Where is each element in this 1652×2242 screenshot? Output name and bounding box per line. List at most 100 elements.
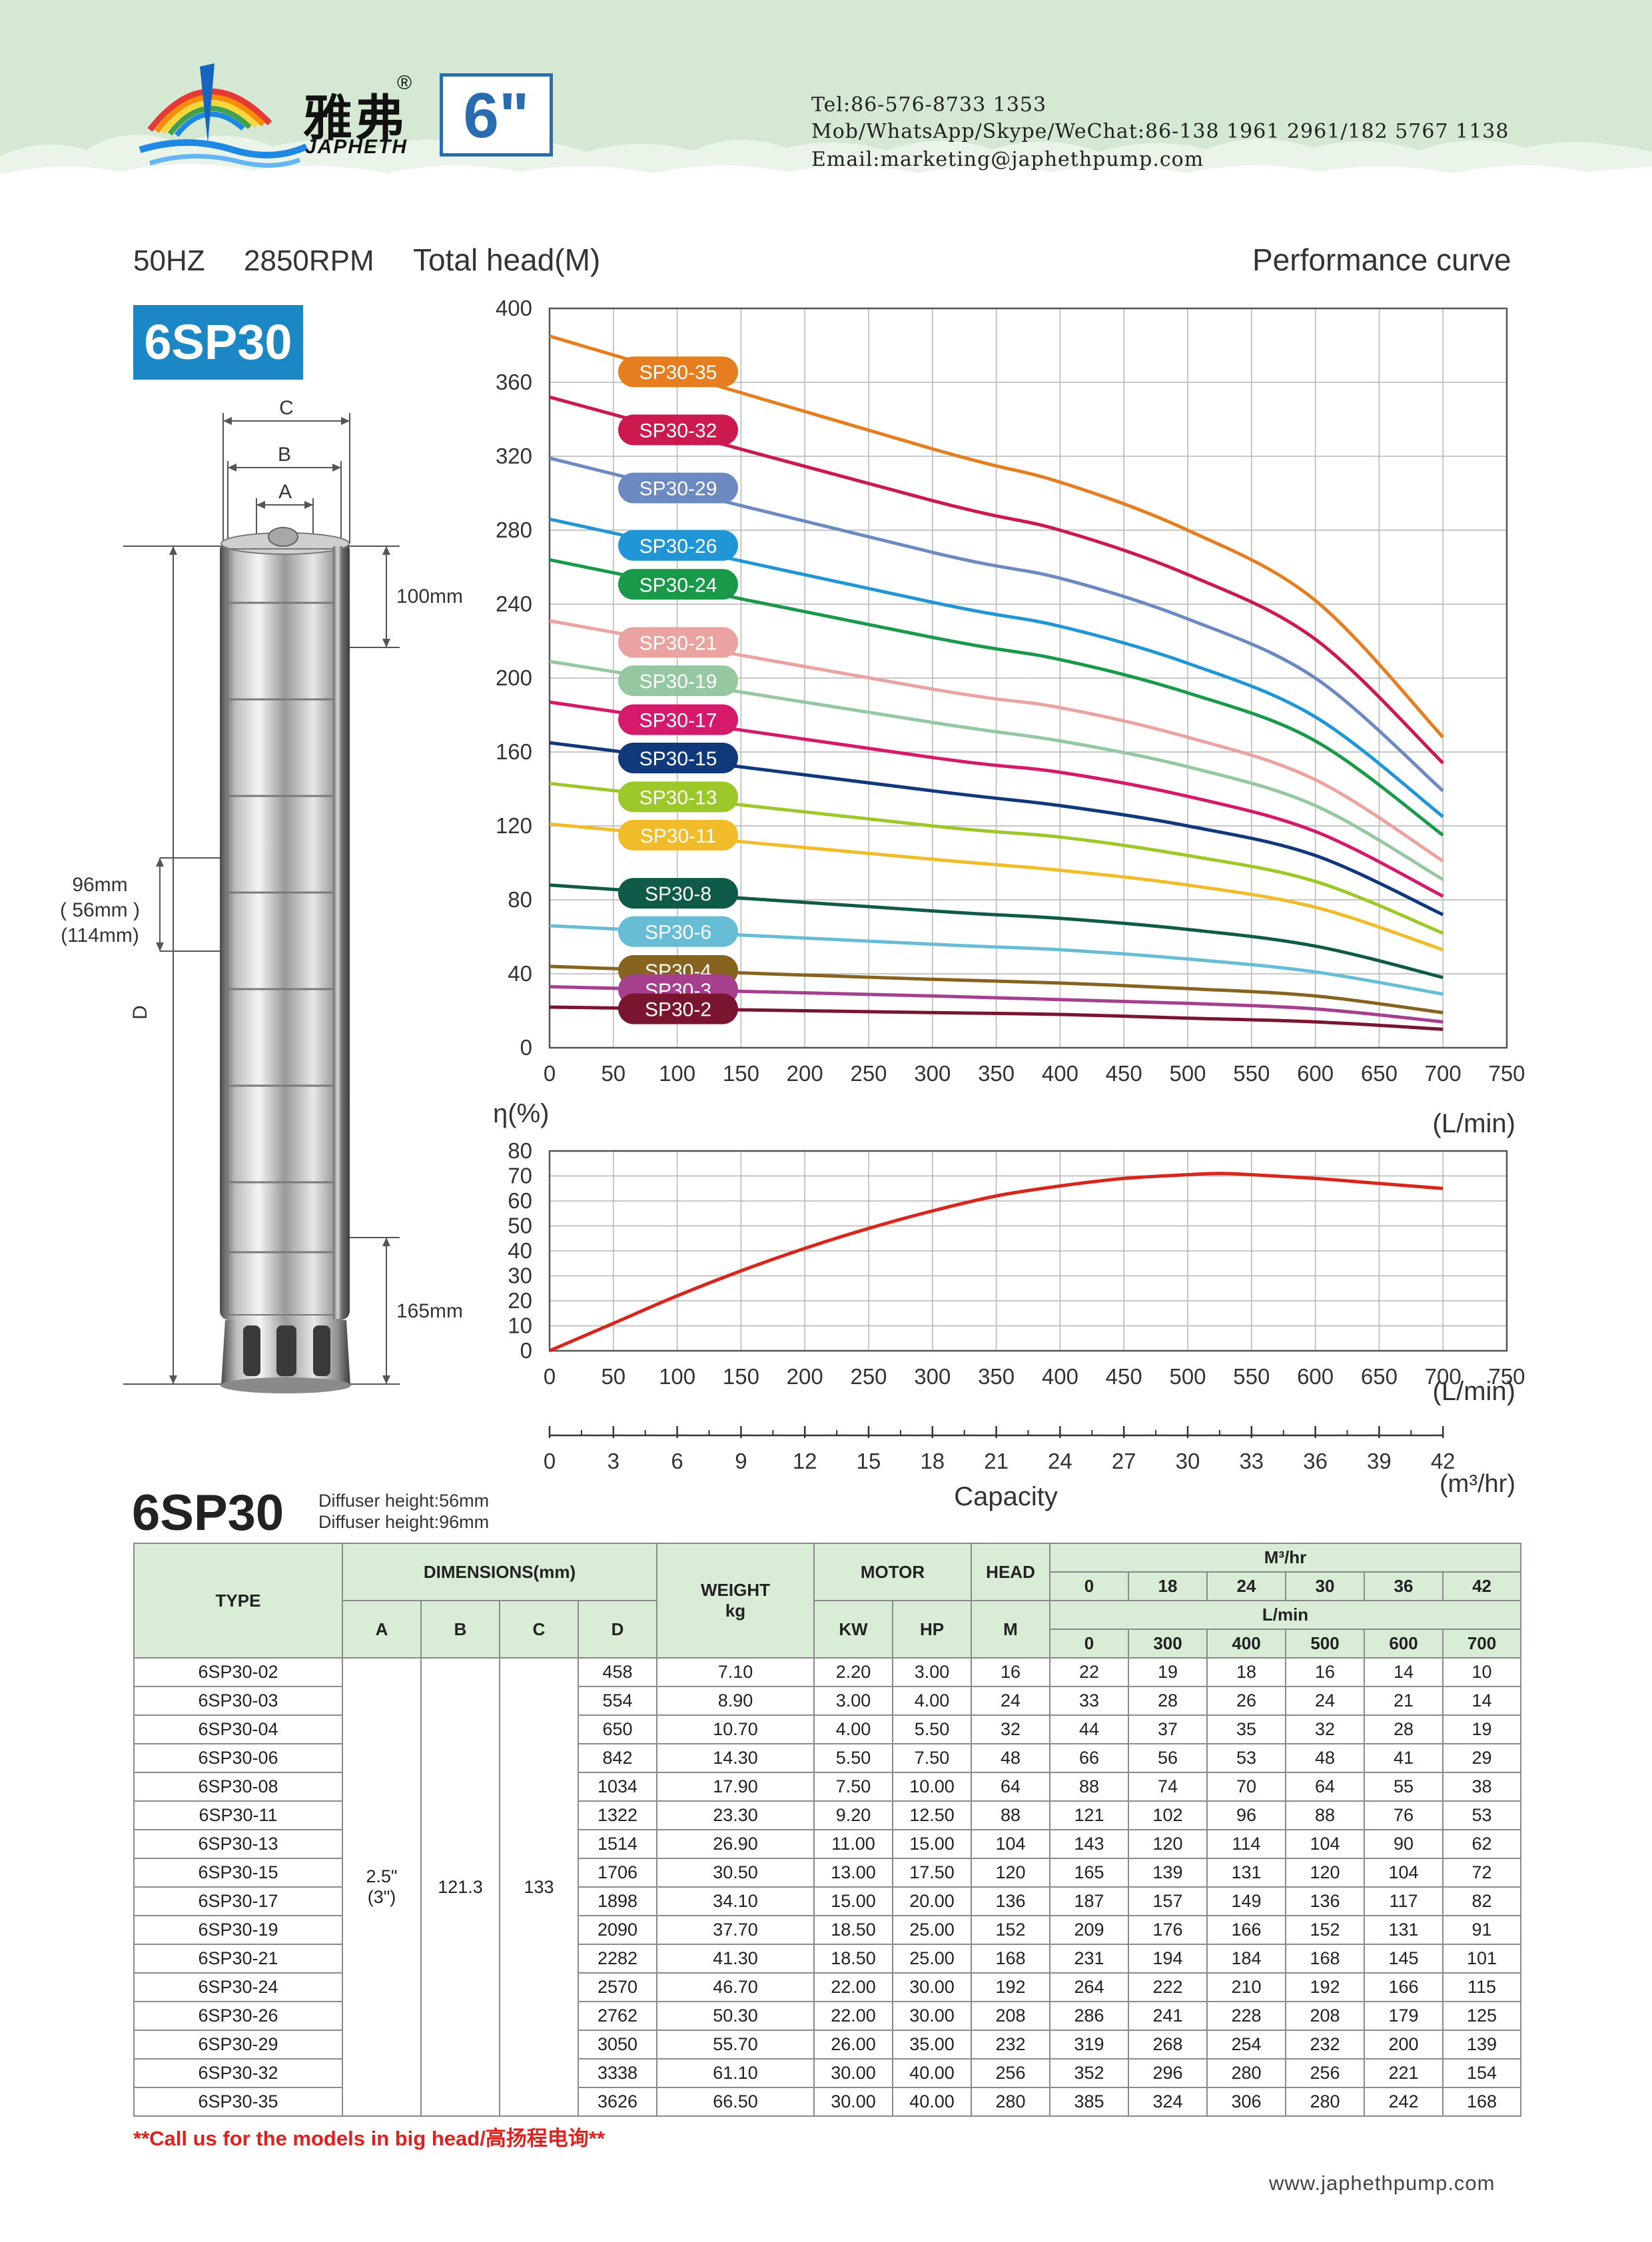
flow-head-cell: 286: [1049, 2001, 1130, 2031]
flow-head-cell: 44: [1049, 1714, 1130, 1744]
table-row: 6SP30-32 3338 61.10 30.00 40.00 256 352 296 280 2…: [133, 2058, 1522, 2088]
flow-head-cell: 104: [1364, 1858, 1444, 1888]
flow-lmin-value: 600: [1364, 1629, 1444, 1659]
series-label-pill: [618, 627, 738, 658]
head-x-tick-label: 500: [1169, 1061, 1206, 1086]
dimension-d-cell: 2762: [578, 2001, 657, 2031]
flow-head-cell: 72: [1442, 1858, 1522, 1888]
flow-head-cell: 228: [1206, 2001, 1287, 2031]
weight-cell: 30.50: [656, 1858, 815, 1888]
capacity-axis: 0 3 6 9 12 15 18 21 24 27 30 33 36 39 42 Capacity (m³/…: [544, 1426, 1515, 1511]
weight-cell: 55.70: [656, 2030, 815, 2059]
flow-head-cell: 157: [1128, 1886, 1208, 1916]
flow-lmin-value: 300: [1128, 1629, 1208, 1659]
model-type-cell: 6SP30-35: [133, 2087, 343, 2117]
motor-kw-cell: 26.00: [813, 2030, 893, 2059]
efficiency-chart-grid: [548, 1150, 1508, 1352]
eff-x-tick-label: 50: [601, 1364, 625, 1389]
flow-head-cell: 32: [1285, 1714, 1366, 1744]
head-y-tick-label: 120: [496, 813, 532, 838]
flow-head-cell: 64: [1285, 1772, 1366, 1802]
eff-x-tick-label: 650: [1361, 1364, 1398, 1389]
capacity-tick-label: 36: [1303, 1449, 1328, 1473]
head-y-tick-label: 80: [508, 887, 532, 912]
dimension-d-cell: 1514: [578, 1829, 657, 1859]
page-header: 雅弗 ® JAPHETH 6" Tel:86-576-8733 1353 Mob…: [0, 0, 1652, 193]
head-x-tick-label: 400: [1042, 1061, 1078, 1086]
flow-head-cell: 62: [1442, 1829, 1522, 1859]
flow-head-cell: 256: [1285, 2058, 1366, 2088]
flow-head-cell: 168: [1442, 2087, 1522, 2117]
series-label-text: SP30-11: [640, 825, 717, 847]
flow-head-cell: 264: [1049, 1972, 1130, 2002]
eff-y-tick-label: 80: [508, 1138, 532, 1163]
flow-head-cell: 115: [1442, 1972, 1522, 2002]
head-chart-curves: [549, 334, 1445, 1031]
flow-head-cell: 48: [1285, 1743, 1366, 1773]
head-x-tick-label: 250: [850, 1061, 887, 1086]
series-label-pill: [618, 665, 738, 697]
motor-hp-cell: 35.00: [891, 2030, 973, 2059]
type-header: TYPE: [133, 1543, 343, 1659]
model-type-cell: 6SP30-08: [133, 1772, 343, 1802]
flow-head-cell: 136: [1285, 1886, 1366, 1916]
motor-hp-cell: 25.00: [891, 1944, 973, 1974]
flow-head-cell: 70: [1206, 1772, 1287, 1802]
flow-head-cell: 280: [1206, 2058, 1287, 2088]
dimension-c-label: C: [279, 397, 294, 419]
diffuser-height-2: Diffuser height:96mm: [318, 1512, 490, 1532]
flow-head-cell: 33: [1049, 1686, 1130, 1716]
motor-kw-cell: 18.50: [813, 1944, 893, 1974]
eff-x-tick-label: 300: [914, 1364, 951, 1389]
contact-email: Email:marketing@japhethpump.com: [811, 148, 1204, 171]
dimension-d-cell: 3050: [578, 2030, 657, 2059]
dimension-d-cell: 2282: [578, 1944, 657, 1974]
weight-cell: 8.90: [656, 1686, 815, 1716]
flow-head-cell: 28: [1128, 1686, 1208, 1716]
efficiency-chart-x-ticks: 0 50 100 150 200 250 300 350 400 450 500 550 600 650 7…: [544, 1364, 1525, 1389]
flow-m3-value: 36: [1364, 1571, 1444, 1601]
flow-head-cell: 165: [1049, 1858, 1130, 1888]
model-type-cell: 6SP30-11: [133, 1800, 343, 1830]
table-row: 6SP30-06 842 14.30 5.50 7.50 48 66 56 53 48 41 29: [133, 1743, 1522, 1773]
capacity-tick-label: 27: [1112, 1449, 1136, 1473]
flow-head-cell: 179: [1364, 2001, 1444, 2031]
model-type-cell: 6SP30-26: [133, 2001, 343, 2031]
flow-head-cell: 143: [1049, 1829, 1130, 1859]
flow-head-cell: 22: [1049, 1657, 1130, 1687]
flow-head-cell: 241: [1128, 2001, 1208, 2031]
flow-head-cell: 324: [1128, 2087, 1208, 2117]
flow-head-cell: 21: [1364, 1686, 1444, 1716]
stage-length-label: 96mm: [72, 874, 127, 896]
flow-head-cell: 117: [1364, 1886, 1444, 1916]
table-model-title: 6SP30: [132, 1485, 284, 1541]
flow-head-cell: 102: [1128, 1800, 1208, 1830]
capacity-tick-label: 9: [735, 1449, 747, 1473]
table-row: 6SP30-19 2090 37.70 18.50 25.00 152 209 176 166 1…: [133, 1915, 1522, 1945]
dim-b-header: B: [420, 1600, 500, 1659]
flow-lmin-header: L/min: [1049, 1600, 1522, 1630]
motor-kw-cell: 9.20: [813, 1800, 893, 1830]
eff-x-tick-label: 450: [1106, 1364, 1142, 1389]
flow-head-cell: 168: [1285, 1944, 1366, 1974]
flow-lmin-value: 400: [1206, 1629, 1287, 1659]
model-type-cell: 6SP30-17: [133, 1886, 343, 1916]
motor-hp-cell: 7.50: [891, 1743, 973, 1773]
table-row: 6SP30-03 554 8.90 3.00 4.00 24 33 28 26 24 21 14: [133, 1686, 1522, 1716]
flow-head-cell: 74: [1128, 1772, 1208, 1802]
weight-cell: 14.30: [656, 1743, 815, 1773]
flow-head-cell: 231: [1049, 1944, 1130, 1974]
head-x-tick-label: 100: [659, 1061, 695, 1086]
motor-kw-cell: 15.00: [813, 1886, 893, 1916]
eff-x-tick-label: 550: [1233, 1364, 1270, 1389]
head-y-tick-label: 240: [496, 591, 532, 616]
flow-head-cell: 209: [1049, 1915, 1130, 1945]
flow-head-cell: 268: [1128, 2030, 1208, 2059]
eff-y-tick-label: 50: [508, 1214, 532, 1238]
capacity-axis-unit: (m³/hr): [1440, 1470, 1515, 1498]
motor-kw-cell: 22.00: [813, 2001, 893, 2031]
weight-cell: 23.30: [656, 1800, 815, 1830]
series-label-text: SP30-8: [645, 883, 711, 905]
flow-m3-value: 30: [1285, 1571, 1366, 1601]
weight-header-label: WEIGHT: [701, 1580, 770, 1600]
